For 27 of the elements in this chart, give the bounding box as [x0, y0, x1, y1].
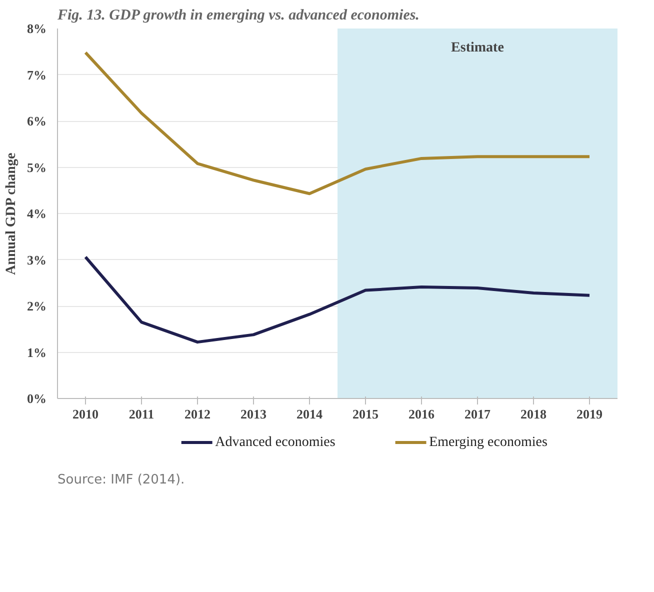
y-tick-label: 1%: [27, 344, 46, 360]
legend-label: Emerging economies: [429, 435, 548, 450]
chart-title: Fig. 13. GDP growth in emerging vs. advanced economies.: [56, 8, 420, 24]
y-tick-label: 6%: [27, 114, 46, 128]
y-tick-label: 7%: [27, 67, 46, 82]
x-tick-label: 2019: [576, 406, 603, 422]
y-tick-label: 5%: [27, 160, 46, 175]
line-series: [84, 51, 591, 196]
band-label: Estimate: [451, 40, 504, 56]
x-tick-label: 2011: [128, 406, 154, 422]
y-tick-label: 4%: [27, 206, 46, 221]
x-tick-label: 2017: [464, 406, 491, 422]
legend-label: Advanced economies: [215, 435, 336, 450]
x-tick-label: 2018: [520, 406, 547, 422]
x-tick-label: 2013: [240, 406, 267, 422]
x-tick-label: 2015: [352, 406, 379, 422]
x-tick-label: 2010: [72, 406, 98, 422]
y-tick-label: 8%: [27, 21, 46, 36]
x-tick-label: 2016: [408, 406, 435, 422]
y-axis-title: Annual GDP change: [4, 152, 19, 275]
y-tick-label: 2%: [27, 298, 46, 314]
y-tick-label: 0%: [27, 391, 46, 406]
source-note: Source: IMF (2014).: [58, 472, 185, 488]
y-tick-label: 3%: [27, 252, 46, 268]
x-tick-label: 2012: [184, 406, 210, 422]
x-tick-label: 2014: [296, 406, 323, 422]
line-series: [84, 255, 591, 344]
